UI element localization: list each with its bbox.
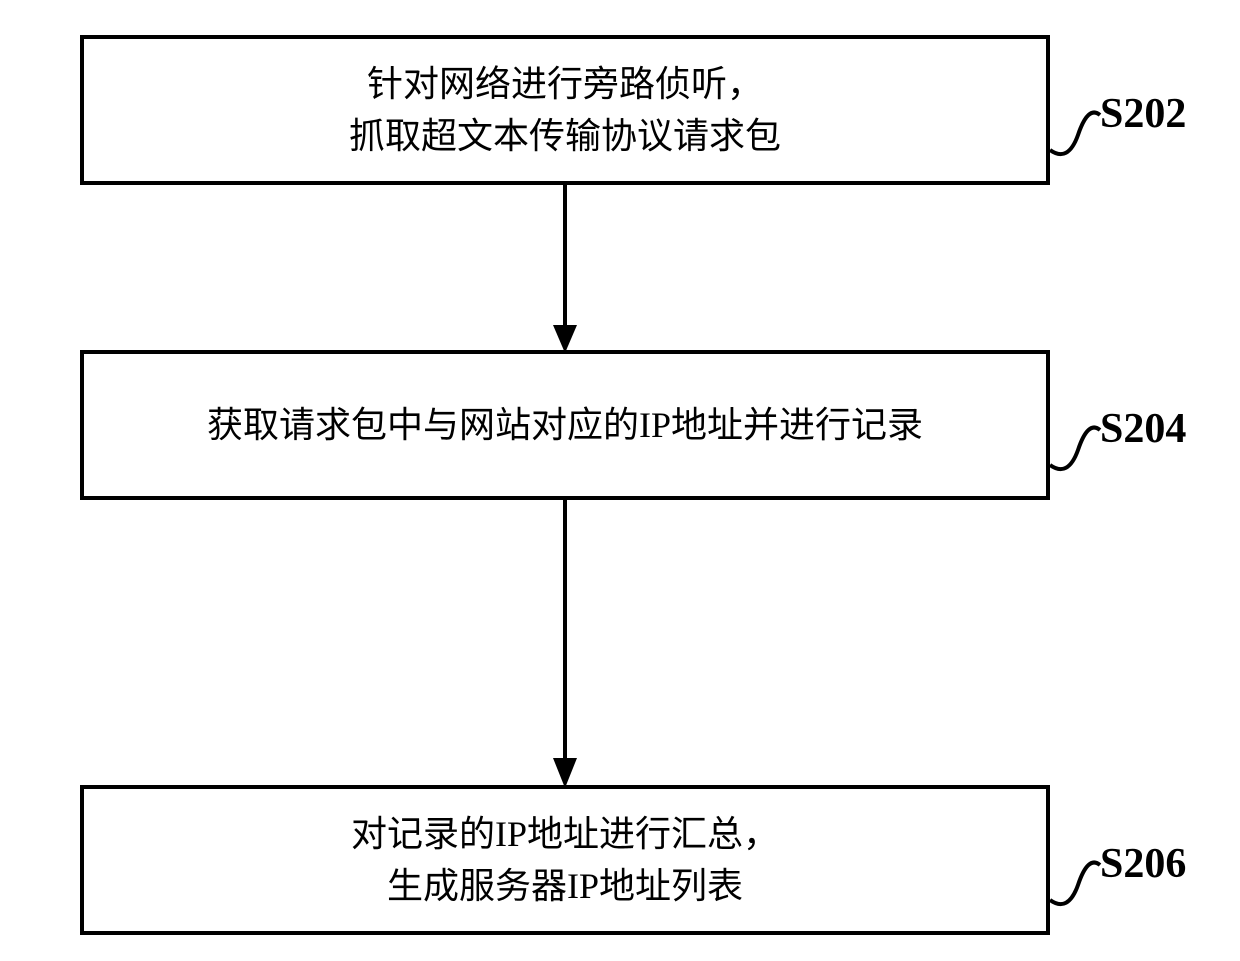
flowchart-step-s206: 对记录的IP地址进行汇总， 生成服务器IP地址列表 (80, 785, 1050, 935)
curve-connector-s204 (1048, 410, 1108, 485)
flowchart-step-s202: 针对网络进行旁路侦听， 抓取超文本传输协议请求包 (80, 35, 1050, 185)
flowchart-step-text-line1: 获取请求包中与网站对应的IP地址并进行记录 (207, 399, 923, 451)
flowchart-step-label-s206: S206 (1100, 840, 1186, 888)
flowchart-step-label-s204: S204 (1100, 405, 1186, 453)
flowchart-connector-1 (545, 185, 585, 355)
flowchart-step-text-line1: 针对网络进行旁路侦听， (367, 58, 763, 110)
flowchart-step-s204: 获取请求包中与网站对应的IP地址并进行记录 (80, 350, 1050, 500)
flowchart-connector-2 (545, 500, 585, 790)
flowchart-step-label-s202: S202 (1100, 90, 1186, 138)
flowchart-step-text-line1: 对记录的IP地址进行汇总， (351, 808, 779, 860)
flowchart-step-text-line2: 生成服务器IP地址列表 (387, 860, 743, 912)
flowchart-step-text-line2: 抓取超文本传输协议请求包 (349, 110, 781, 162)
curve-connector-s202 (1048, 95, 1108, 170)
curve-connector-s206 (1048, 845, 1108, 920)
